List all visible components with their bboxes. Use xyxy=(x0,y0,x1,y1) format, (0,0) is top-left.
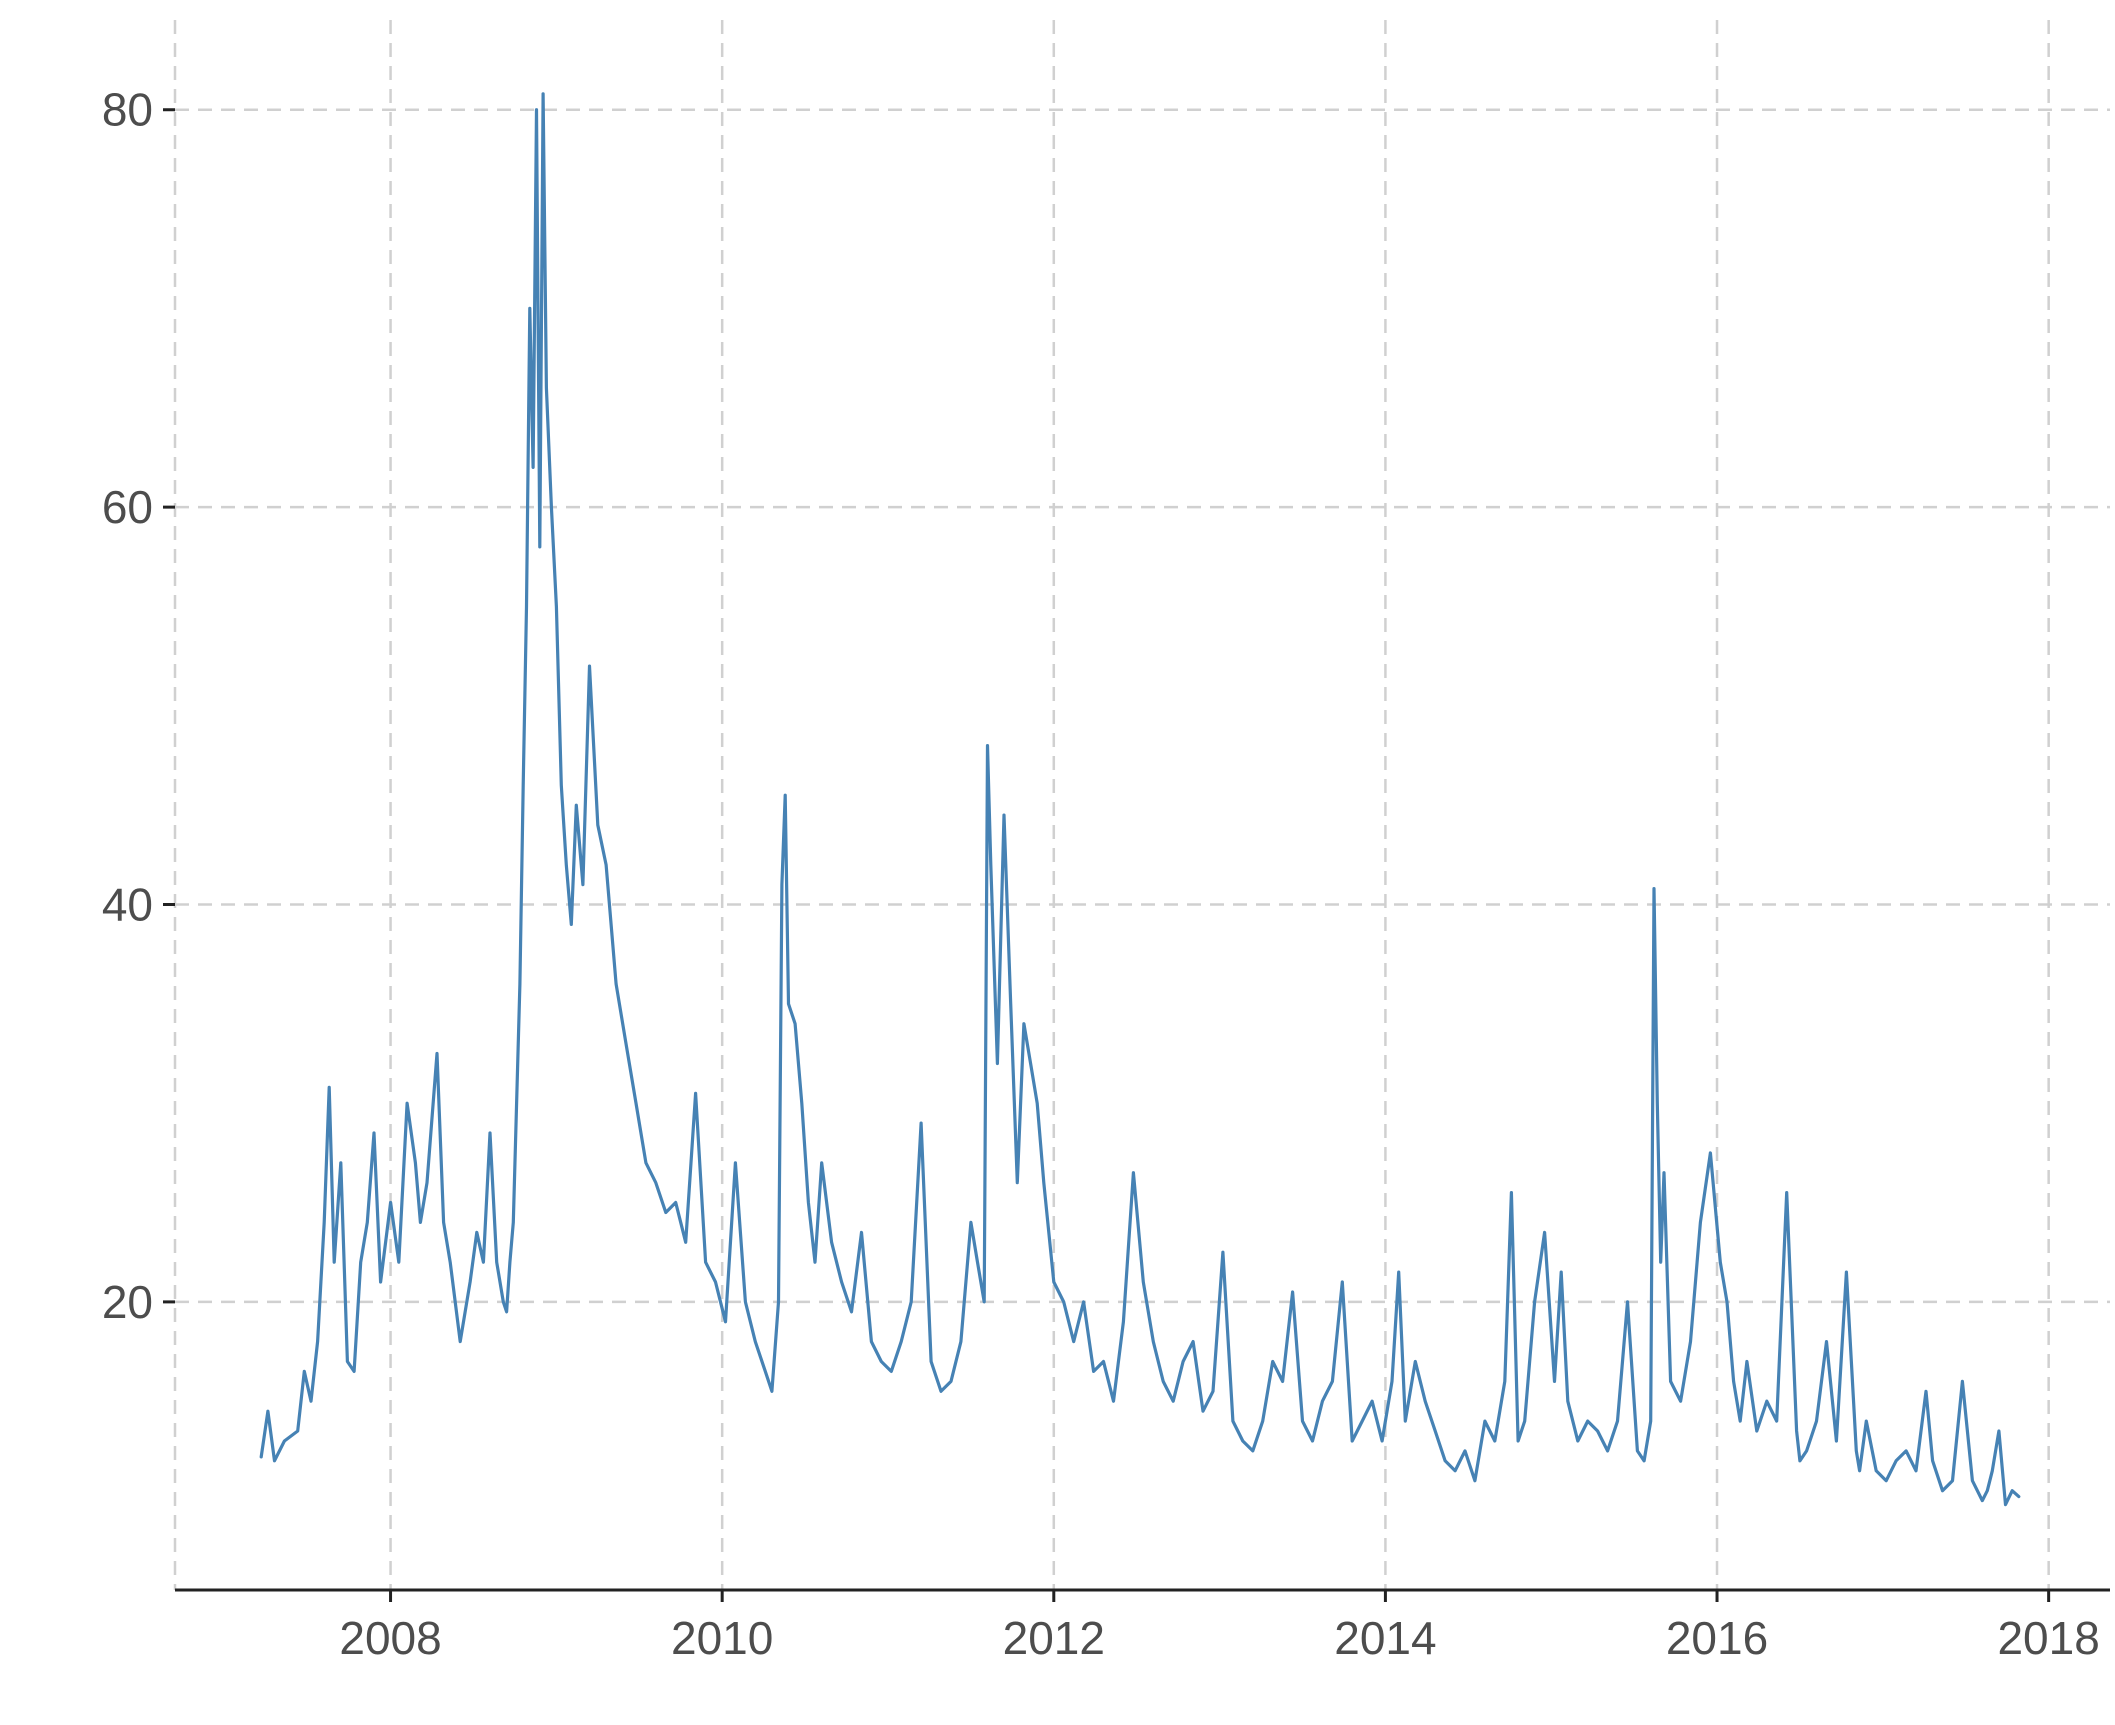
series-line-0 xyxy=(259,92,2021,1507)
y-tick-label: 80 xyxy=(102,84,153,136)
y-tick-label: 60 xyxy=(102,481,153,533)
x-tick-label: 2010 xyxy=(671,1612,773,1664)
x-axis-ticks xyxy=(389,1590,2051,1602)
y-tick-label: 20 xyxy=(102,1276,153,1328)
series-group xyxy=(259,92,2021,1507)
horizontal-gridlines xyxy=(175,108,2110,1304)
x-tick-label: 2012 xyxy=(1003,1612,1105,1664)
vertical-gridlines xyxy=(389,20,2050,1590)
y-axis-tick-labels: 20 40 60 80 xyxy=(102,84,153,1328)
x-tick-label: 2016 xyxy=(1666,1612,1768,1664)
x-tick-label: 2014 xyxy=(1334,1612,1436,1664)
y-tick-label: 40 xyxy=(102,879,153,931)
x-tick-label: 2018 xyxy=(1997,1612,2099,1664)
x-tick-label: 2008 xyxy=(339,1612,441,1664)
x-axis-tick-labels: 2008 2010 2012 2014 2016 2018 xyxy=(339,1612,2099,1664)
y-axis-ticks xyxy=(163,108,175,1304)
